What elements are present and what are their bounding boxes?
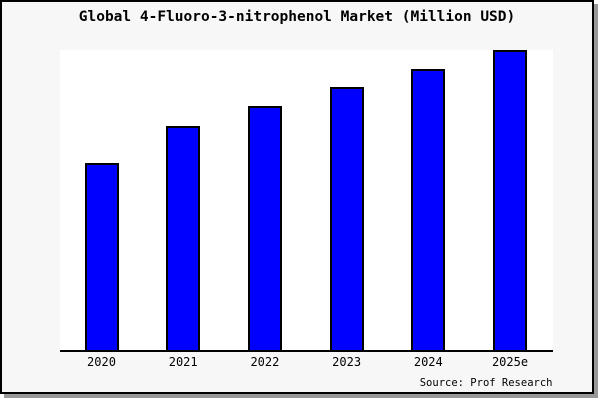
x-tick-label-2024: 2024 <box>413 355 443 369</box>
bar-2021 <box>166 125 201 350</box>
chart-figure: Global 4-Fluoro-3-nitrophenol Market (Mi… <box>0 0 594 394</box>
plot-area <box>59 50 553 352</box>
chart-title: Global 4-Fluoro-3-nitrophenol Market (Mi… <box>78 9 516 25</box>
bar-2020 <box>84 163 119 350</box>
bar-2022 <box>247 106 282 350</box>
x-tick-label-2021: 2021 <box>168 355 198 369</box>
bar-2025e <box>493 50 527 350</box>
x-tick-label-2023: 2023 <box>332 355 362 369</box>
source-annotation: Source: Prof Research <box>419 377 553 389</box>
source-row: Source: Prof Research <box>60 371 553 389</box>
bar-2023 <box>329 87 364 350</box>
x-tick-label-2025e: 2025e <box>491 355 529 369</box>
x-tick-label-2020: 2020 <box>87 355 116 369</box>
x-tick-label-2022: 2022 <box>250 355 280 369</box>
x-axis-labels: 2020 2021 2022 2023 2024 2025e <box>60 355 553 370</box>
bar-2024 <box>411 69 446 350</box>
